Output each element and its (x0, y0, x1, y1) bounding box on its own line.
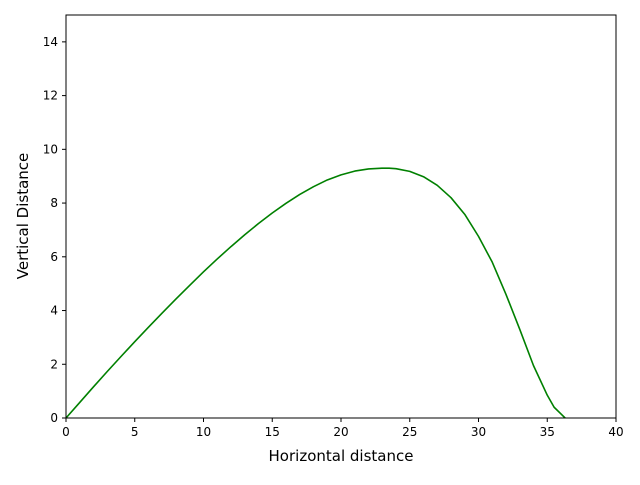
y-axis-label: Vertical Distance (14, 153, 32, 280)
x-tick-label: 20 (333, 425, 348, 439)
y-tick-label: 2 (50, 357, 58, 371)
x-tick-label: 10 (196, 425, 211, 439)
x-tick-label: 25 (402, 425, 417, 439)
x-tick-label: 0 (62, 425, 70, 439)
y-tick-label: 12 (43, 89, 58, 103)
y-tick-label: 10 (43, 142, 58, 156)
x-tick-label: 30 (471, 425, 486, 439)
x-axis-label: Horizontal distance (269, 447, 414, 465)
y-tick-label: 4 (50, 304, 58, 318)
x-tick-label: 40 (608, 425, 623, 439)
y-tick-label: 6 (50, 250, 58, 264)
x-tick-label: 35 (540, 425, 555, 439)
x-tick-label: 15 (265, 425, 280, 439)
y-tick-label: 0 (50, 411, 58, 425)
y-tick-label: 14 (43, 35, 58, 49)
series-line-0 (65, 167, 566, 419)
x-tick-label: 5 (131, 425, 139, 439)
y-tick-label: 8 (50, 196, 58, 210)
tick-layer: 0 5 10 15 20 25 30 35 40 0 2 4 6 8 10 12 14 (43, 35, 624, 439)
